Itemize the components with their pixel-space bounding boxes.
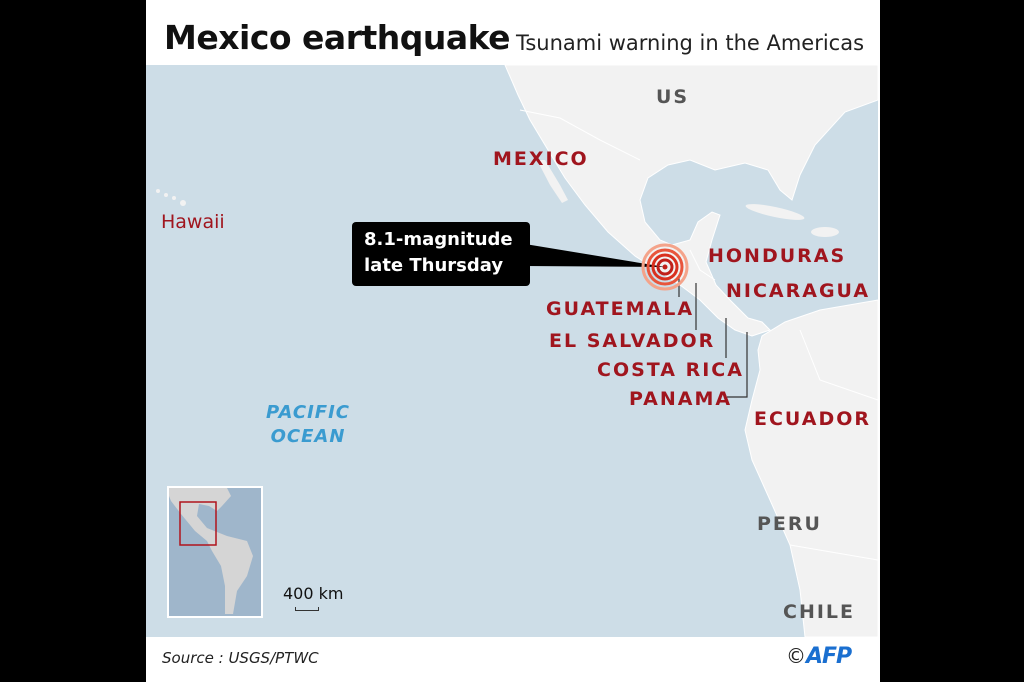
afp-logo: AFP — [806, 644, 852, 669]
scale-line — [295, 607, 319, 611]
label-honduras: HONDURAS — [708, 245, 847, 267]
country-borders — [519, 109, 878, 561]
copyright-symbol: © — [786, 644, 806, 668]
leader-lines — [678, 278, 748, 398]
infographic-panel: Mexico earthquake Tsunami warning in the… — [146, 0, 880, 682]
label-pacific-ocean: PACIFIC OCEAN — [258, 401, 358, 449]
callout-line2: late Thursday — [364, 255, 504, 276]
land-north-america — [504, 65, 878, 337]
label-guatemala: GUATEMALA — [546, 298, 695, 320]
locator-inset — [167, 486, 263, 618]
callout-line1: 8.1-magnitude — [364, 229, 513, 250]
epicenter-marker — [641, 243, 689, 291]
label-mexico: MEXICO — [493, 148, 589, 170]
land-cuba — [745, 204, 805, 220]
label-chile: CHILE — [783, 601, 856, 623]
label-el-salvador: EL SALVADOR — [549, 330, 716, 352]
page-title: Mexico earthquake — [164, 18, 511, 57]
map — [146, 65, 878, 637]
ocean-line2: OCEAN — [270, 426, 346, 447]
hawaii-islands — [156, 189, 186, 206]
ocean-line1: PACIFIC — [265, 402, 351, 423]
magnitude-callout: 8.1-magnitude late Thursday — [352, 222, 530, 286]
source-credit: Source : USGS/PTWC — [162, 649, 319, 667]
callout-pointer — [525, 244, 665, 267]
label-nicaragua: NICARAGUA — [726, 280, 871, 302]
land-hispaniola — [811, 227, 839, 237]
label-panama: PANAMA — [629, 388, 733, 410]
inset-land — [169, 488, 253, 614]
label-costa-rica: COSTA RICA — [597, 359, 744, 381]
scale-bar: 400 km — [283, 584, 343, 611]
label-peru: PERU — [757, 513, 822, 535]
inset-extent-box — [179, 501, 217, 546]
label-hawaii: Hawaii — [161, 211, 225, 233]
subtitle: Tsunami warning in the Americas — [516, 31, 865, 55]
land-baja — [537, 160, 568, 203]
label-ecuador: ECUADOR — [754, 408, 872, 430]
scale-label: 400 km — [283, 584, 344, 603]
label-us: US — [656, 86, 690, 108]
